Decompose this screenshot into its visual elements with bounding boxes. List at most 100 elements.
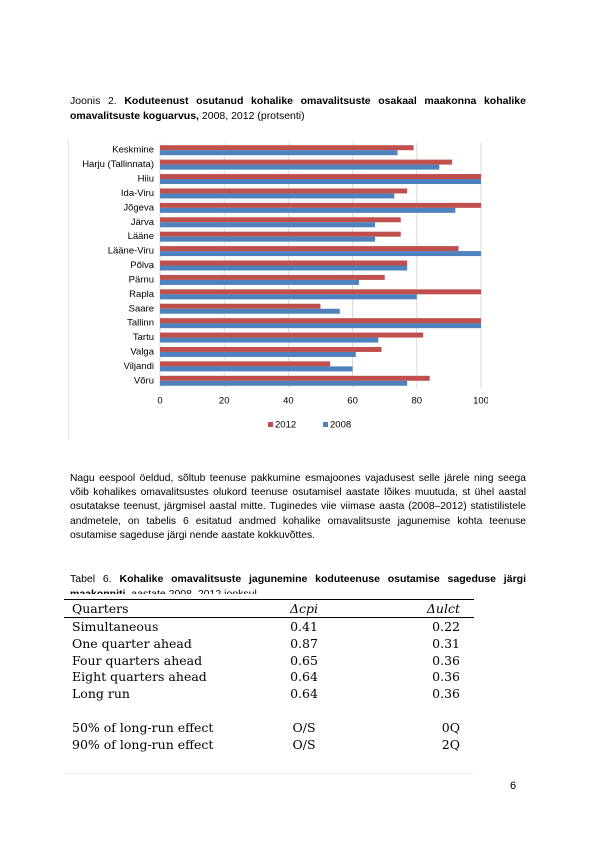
- bar: [160, 294, 417, 300]
- bar: [160, 150, 398, 156]
- y-tick-label: Põlva: [130, 260, 154, 271]
- y-tick-label: Võru: [134, 375, 154, 386]
- cell: 0.65: [290, 652, 318, 668]
- cell: 0.22: [432, 619, 460, 634]
- bar: [160, 323, 481, 329]
- bar: [160, 202, 481, 208]
- cell: 0.64: [290, 669, 318, 685]
- cell: O/S: [292, 736, 316, 752]
- table: Quarters Δcpi Δulct Simultaneous 0.41 0.22 One…: [64, 595, 474, 775]
- caption-label: Joonis 2.: [70, 95, 125, 107]
- bar: [160, 207, 456, 213]
- y-tick-label: Pärnu: [129, 274, 154, 285]
- cell: 0.36: [432, 686, 460, 702]
- cell: 50% of long-run effect: [72, 720, 214, 735]
- y-tick-label: Lääne-Viru: [108, 246, 154, 257]
- y-tick-label: Viljandi: [124, 361, 154, 372]
- bar: [160, 222, 376, 228]
- bar: [160, 246, 459, 252]
- y-tick-label: Järva: [131, 217, 155, 228]
- bar: [160, 351, 356, 357]
- y-tick-label: Jõgeva: [123, 202, 154, 213]
- cell: 0.31: [432, 635, 460, 651]
- y-tick-label: Lääne: [128, 231, 154, 242]
- y-tick-label: Rapla: [129, 289, 155, 300]
- bar: [160, 193, 395, 199]
- x-tick-label: 20: [219, 396, 230, 407]
- table-caption: Tabel 6. Kohalike omavalitsuste jagunemi…: [70, 572, 526, 594]
- caption-label: Tabel 6.: [70, 573, 120, 585]
- cell: 90% of long-run effect: [72, 736, 214, 752]
- bar: [160, 265, 408, 271]
- legend-label: 2008: [330, 420, 351, 431]
- bar: [160, 318, 481, 324]
- bar: [160, 346, 382, 352]
- bar: [160, 231, 401, 237]
- y-tick-label: Saare: [129, 303, 154, 314]
- cell: 0.87: [290, 635, 318, 651]
- table-row: One quarter ahead 0.87 0.31: [64, 636, 474, 653]
- table-row: 50% of long-run effect O/S 0Q: [64, 720, 474, 737]
- table-row: Four quarters ahead 0.65 0.36: [64, 653, 474, 670]
- table-row: Long run 0.64 0.36: [64, 686, 474, 703]
- header-cell: Δulct: [426, 601, 460, 616]
- cell: Four quarters ahead: [72, 652, 203, 668]
- bar: [160, 332, 424, 338]
- table-row: Eight quarters ahead 0.64 0.36: [64, 669, 474, 686]
- rule: [64, 773, 474, 774]
- rule: [64, 599, 474, 600]
- bar: [160, 145, 414, 151]
- cell: One quarter ahead: [72, 635, 192, 651]
- header-cell: Quarters: [72, 601, 129, 616]
- bar: [160, 361, 331, 367]
- y-tick-label: Hiiu: [138, 174, 154, 185]
- bar: [160, 236, 376, 242]
- cell: 0.41: [290, 619, 318, 634]
- caption-rest: , aastate 2008–2012 jooksul: [125, 588, 257, 594]
- bar: [160, 337, 379, 343]
- table-row: 90% of long-run effect O/S 2Q: [64, 737, 474, 754]
- header-row: Quarters Δcpi Δulct: [64, 601, 474, 618]
- cell: Simultaneous: [72, 619, 159, 634]
- cell: 0.36: [432, 669, 460, 685]
- bar: [160, 260, 408, 266]
- x-tick-label: 80: [412, 396, 423, 407]
- chart: 0 20 40 60 80 100 Keskmine Harju (Tallinnata) Hi…: [68, 140, 488, 440]
- bar: [160, 375, 430, 381]
- bar: [160, 289, 481, 295]
- bar: [160, 179, 481, 185]
- caption-rest: 2008, 2012 (protsenti): [198, 110, 305, 122]
- cell: Eight quarters ahead: [72, 669, 207, 685]
- bar: [160, 164, 440, 170]
- cell: 2Q: [441, 736, 460, 752]
- legend-label: 2012: [275, 420, 296, 431]
- cell: O/S: [292, 720, 316, 735]
- cell: 0.64: [290, 686, 318, 702]
- bar: [160, 380, 408, 386]
- figure-caption: Joonis 2. Koduteenust osutanud kohalike …: [70, 94, 526, 124]
- cell: 0Q: [441, 720, 460, 735]
- bar: [160, 274, 385, 280]
- legend-swatch: [268, 422, 273, 427]
- bar: [160, 159, 453, 165]
- y-tick-label: Tallinn: [127, 318, 154, 329]
- y-tick-label: Harju (Tallinnata): [82, 159, 154, 170]
- bar: [160, 366, 353, 372]
- paragraph: Nagu eespool öeldud, sõltub teenuse pakk…: [70, 473, 526, 541]
- cell: Long run: [72, 686, 130, 702]
- cell: 0.36: [432, 652, 460, 668]
- rule: [64, 617, 474, 618]
- table-row: Simultaneous 0.41 0.22: [64, 619, 474, 636]
- y-tick-label: Ida-Viru: [121, 188, 154, 199]
- bar: [160, 303, 321, 309]
- x-tick-label: 40: [283, 396, 294, 407]
- x-tick-label: 60: [347, 396, 358, 407]
- bar: [160, 279, 360, 285]
- x-tick-label: 0: [157, 396, 162, 407]
- bar: [160, 174, 481, 180]
- bar: [160, 217, 401, 223]
- header-cell: Δcpi: [289, 601, 319, 616]
- legend-swatch: [323, 422, 328, 427]
- y-tick-label: Tartu: [133, 332, 154, 343]
